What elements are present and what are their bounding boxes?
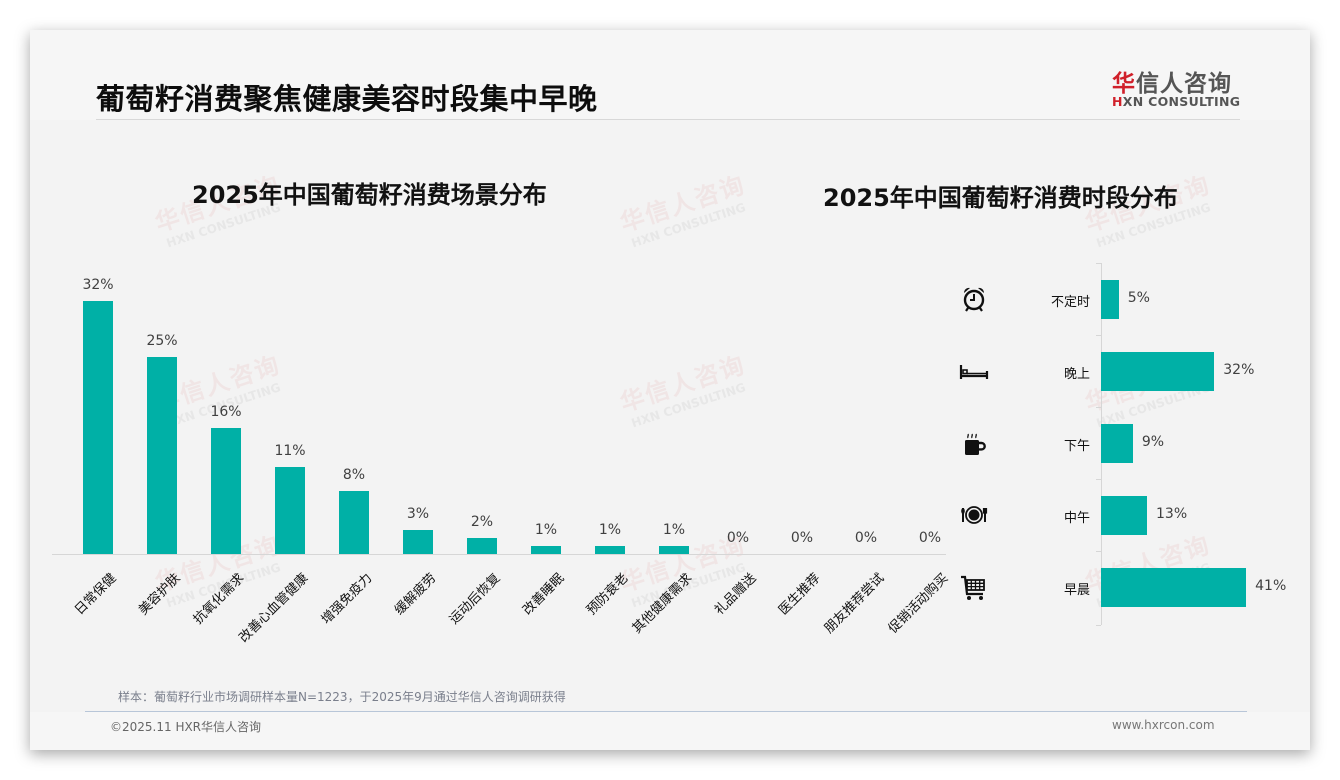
bar [275, 467, 305, 554]
bar [1101, 279, 1119, 319]
x-axis-line [52, 554, 946, 555]
bar [595, 546, 625, 554]
bar-value-label: 11% [274, 443, 306, 460]
category-label: 日常保健 [72, 570, 120, 619]
bar-value-label: 1% [598, 522, 622, 539]
category-label: 不定时 [1050, 295, 1090, 310]
bar-value-label: 32% [1223, 362, 1255, 378]
bar [1101, 495, 1148, 535]
brand-logo: 华信人咨询 HXN CONSULTING [1112, 64, 1262, 112]
category-label: 美容护肤 [136, 570, 184, 619]
category-label: 缓解疲劳 [392, 570, 440, 619]
bar [1101, 567, 1247, 607]
category-label: 抗氧化需求 [190, 570, 248, 628]
logo-en-name: XN CONSULTING [1122, 94, 1241, 109]
axis-tick [1096, 335, 1101, 336]
bar [659, 546, 689, 554]
category-label: 朋友推荐尝试 [821, 570, 888, 637]
website-link[interactable]: www.hxrcon.com [1112, 718, 1215, 732]
bar-value-label: 32% [82, 277, 114, 294]
category-label: 礼品赠送 [712, 570, 760, 619]
category-label: 医生推荐 [776, 570, 824, 619]
bar [1101, 423, 1133, 463]
logo-name: 信人咨询 [1136, 71, 1232, 97]
logo-english: HXN CONSULTING [1112, 94, 1240, 109]
axis-tick [1096, 479, 1101, 480]
category-label: 增强免疫力 [318, 570, 376, 628]
scene-bar-chart: 32% 日常保健 25% 美容护肤 16% 抗氧化需求 11% 改善心血管健康 8% 增强免疫力 3… [30, 30, 1310, 750]
bar [211, 427, 241, 554]
bar [467, 538, 497, 554]
axis-tick [1096, 407, 1101, 408]
logo-chinese: 华信人咨询 [1112, 64, 1232, 98]
bar-value-label: 0% [854, 530, 878, 546]
bar-value-label: 2% [470, 514, 494, 531]
scene-chart-title: 2025年中国葡萄籽消费场景分布 [192, 181, 547, 209]
bar-value-label: 13% [1156, 506, 1188, 522]
bar [531, 546, 561, 554]
bed-icon [959, 356, 989, 386]
slide: 葡萄籽消费聚焦健康美容时段集中早晚 华信人咨询 HXN CONSULTING 华… [30, 30, 1310, 750]
category-label: 晚上 [1063, 367, 1090, 382]
bar-value-label: 1% [662, 522, 686, 539]
bar-value-label: 5% [1127, 290, 1150, 306]
logo-en-mark: H [1112, 94, 1123, 109]
bar-value-label: 0% [790, 530, 814, 546]
shopping-cart-icon [959, 572, 989, 602]
footer-bar [30, 712, 1310, 750]
category-label: 早晨 [1063, 583, 1090, 598]
footer-divider [85, 711, 1247, 712]
alarm-clock-icon [959, 284, 989, 314]
category-label: 改善睡眠 [520, 570, 568, 619]
plate-cutlery-icon [959, 500, 989, 530]
axis-tick [1096, 263, 1101, 264]
bar-value-label: 1% [534, 522, 558, 539]
axis-tick [1096, 625, 1101, 626]
coffee-cup-icon [959, 428, 989, 458]
category-label: 其他健康需求 [629, 570, 696, 637]
sample-note: 样本：葡萄籽行业市场调研样本量N=1223，于2025年9月通过华信人咨询调研获… [118, 690, 566, 704]
logo-mark: 华 [1112, 71, 1136, 97]
bar-value-label: 16% [210, 403, 242, 420]
bar-value-label: 9% [1141, 434, 1165, 450]
bar-value-label: 0% [918, 530, 942, 546]
bar-value-label: 8% [342, 466, 366, 483]
category-label: 运动后恢复 [446, 570, 504, 628]
bar [1101, 351, 1215, 391]
page-title: 葡萄籽消费聚焦健康美容时段集中早晚 [96, 82, 598, 116]
title-divider [96, 119, 1240, 120]
slide-header [30, 30, 1310, 120]
copyright: ©2025.11 HXR华信人咨询 [110, 720, 262, 734]
bar [147, 356, 177, 554]
category-label: 下午 [1063, 439, 1090, 454]
bar-value-label: 25% [146, 332, 178, 349]
time-chart-title: 2025年中国葡萄籽消费时段分布 [823, 184, 1178, 212]
bar [339, 490, 369, 554]
bar-value-label: 41% [1255, 578, 1287, 594]
bar [403, 530, 433, 554]
bar [83, 301, 113, 554]
axis-tick [1096, 551, 1101, 552]
category-label: 预防衰老 [584, 570, 632, 619]
category-label: 中午 [1063, 511, 1090, 526]
bar-value-label: 0% [726, 530, 750, 546]
category-label: 促销活动购买 [885, 570, 952, 637]
bar-value-label: 3% [406, 506, 430, 523]
